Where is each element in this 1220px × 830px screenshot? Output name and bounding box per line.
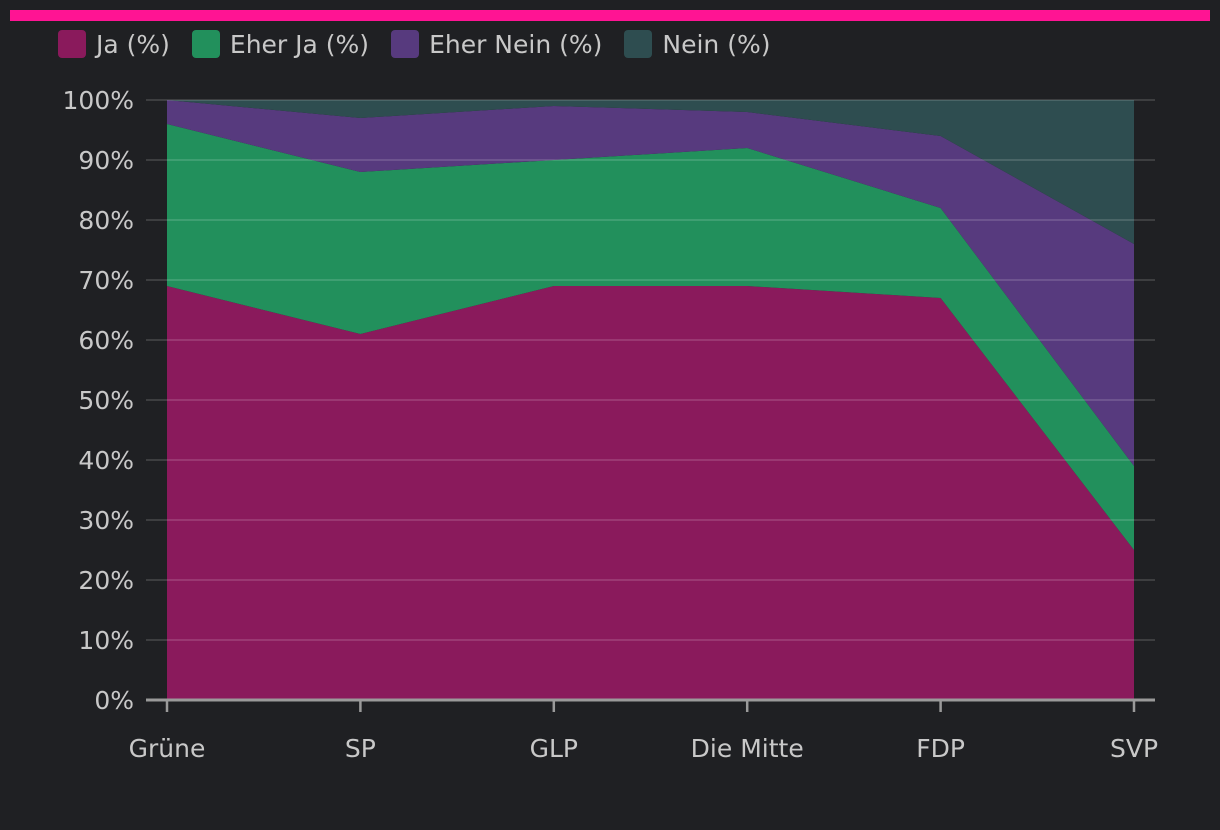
y-tick-label: 20% — [78, 566, 134, 595]
y-tick-label: 60% — [78, 326, 134, 355]
area-series-1 — [167, 124, 1134, 550]
legend-item-2[interactable]: Eher Nein (%) — [391, 30, 602, 59]
accent-bar — [10, 10, 1210, 21]
y-tick-label: 100% — [63, 86, 134, 115]
legend-label: Eher Ja (%) — [229, 29, 370, 59]
y-tick-label: 0% — [94, 686, 134, 715]
legend-swatch — [58, 30, 86, 58]
y-tick-label: 80% — [78, 206, 134, 235]
x-tick-label: GLP — [530, 734, 578, 763]
x-tick-label: Die Mitte — [691, 734, 804, 763]
chart-legend: Ja (%) Eher Ja (%) Eher Nein (%) Nein (%) — [58, 28, 770, 60]
area-series-0 — [167, 286, 1134, 700]
y-tick-label: 90% — [78, 146, 134, 175]
legend-swatch — [191, 30, 220, 58]
y-tick-label: 50% — [78, 386, 134, 415]
legend-label: Eher Nein (%) — [429, 29, 603, 59]
x-tick-label: Grüne — [129, 734, 206, 763]
legend-swatch — [624, 30, 653, 58]
area-series-3 — [167, 100, 1134, 244]
legend-item-3[interactable]: Nein (%) — [624, 30, 770, 59]
legend-item-0[interactable]: Ja (%) — [58, 30, 170, 59]
area-series-2 — [167, 100, 1134, 466]
y-tick-label: 70% — [78, 266, 134, 295]
legend-label: Ja (%) — [96, 29, 170, 59]
y-tick-label: 30% — [78, 506, 134, 535]
legend-label: Nein (%) — [662, 29, 771, 59]
y-tick-label: 10% — [78, 626, 134, 655]
legend-item-1[interactable]: Eher Ja (%) — [191, 29, 370, 59]
legend-swatch — [391, 30, 420, 58]
x-tick-label: SP — [345, 734, 376, 763]
x-tick-label: SVP — [1110, 734, 1158, 763]
x-tick-label: FDP — [916, 734, 965, 763]
y-tick-label: 40% — [78, 446, 134, 475]
